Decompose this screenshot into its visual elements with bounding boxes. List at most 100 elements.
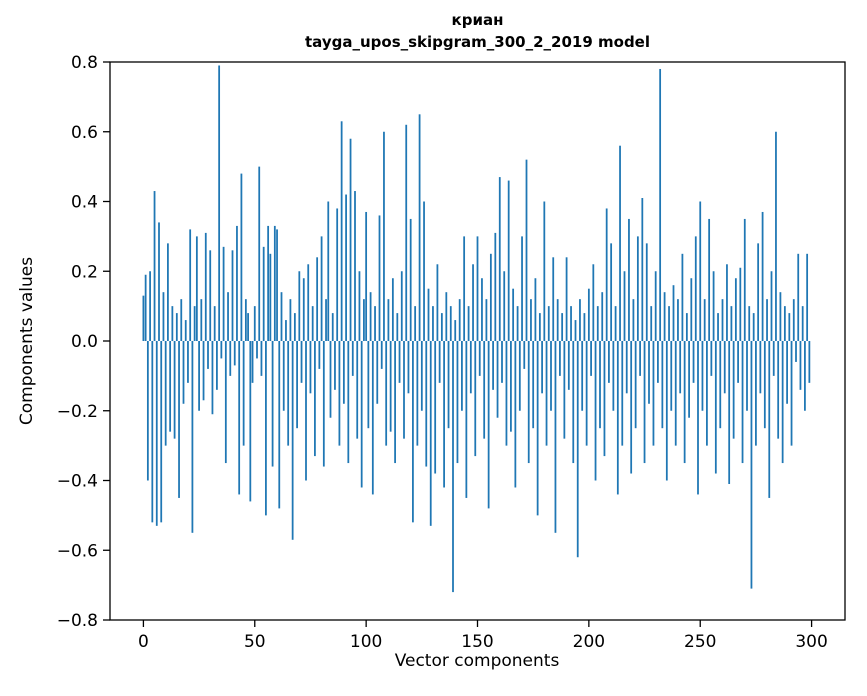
bar bbox=[481, 278, 483, 341]
bar bbox=[690, 278, 693, 341]
bar bbox=[360, 341, 363, 488]
bar bbox=[267, 225, 270, 341]
bar bbox=[461, 341, 463, 411]
bar bbox=[327, 201, 330, 341]
bar bbox=[576, 341, 579, 558]
y-tick-label: 0.4 bbox=[71, 193, 98, 213]
bar bbox=[204, 232, 207, 341]
bar bbox=[632, 299, 635, 341]
bar bbox=[300, 341, 303, 383]
bar bbox=[280, 292, 283, 341]
bar bbox=[211, 341, 214, 415]
y-tick-label: 0.0 bbox=[71, 332, 98, 352]
bar bbox=[242, 341, 245, 446]
bar bbox=[581, 341, 584, 411]
bar bbox=[151, 341, 154, 523]
bar bbox=[783, 306, 786, 342]
bar bbox=[688, 341, 690, 418]
bar bbox=[182, 341, 185, 404]
bar bbox=[409, 218, 412, 341]
bar bbox=[351, 341, 354, 376]
bar bbox=[518, 341, 521, 411]
bar bbox=[383, 131, 385, 341]
bar bbox=[394, 341, 396, 464]
bar bbox=[719, 341, 722, 429]
bar bbox=[750, 341, 753, 589]
bar bbox=[198, 341, 200, 411]
bar bbox=[423, 201, 425, 341]
bar bbox=[289, 299, 292, 341]
bar bbox=[514, 341, 517, 488]
bar bbox=[561, 313, 564, 341]
bar bbox=[325, 299, 327, 341]
bar bbox=[298, 271, 301, 341]
bar bbox=[797, 253, 800, 341]
bar bbox=[236, 225, 238, 341]
bar bbox=[396, 313, 399, 341]
bar bbox=[694, 236, 697, 342]
bar bbox=[309, 341, 312, 394]
bar bbox=[146, 341, 149, 481]
bar bbox=[761, 211, 764, 341]
bar bbox=[338, 341, 341, 446]
bar bbox=[681, 253, 684, 341]
bar bbox=[258, 166, 261, 342]
y-tick-label: 0.2 bbox=[71, 262, 98, 282]
bar bbox=[443, 341, 445, 488]
bar bbox=[775, 131, 777, 341]
bar bbox=[799, 341, 802, 390]
bar bbox=[699, 201, 702, 341]
bar bbox=[458, 299, 461, 341]
bar bbox=[734, 278, 737, 341]
bar bbox=[222, 246, 225, 341]
bar bbox=[538, 313, 541, 341]
bar bbox=[603, 341, 606, 457]
bar bbox=[469, 341, 472, 394]
bar bbox=[498, 177, 501, 341]
bar bbox=[142, 295, 145, 341]
bar bbox=[367, 341, 370, 429]
bar bbox=[438, 341, 441, 383]
bar bbox=[726, 264, 728, 341]
bar bbox=[625, 341, 628, 394]
bar bbox=[400, 271, 403, 341]
bar bbox=[265, 341, 267, 516]
bar bbox=[436, 264, 439, 341]
bar bbox=[213, 306, 216, 342]
bar bbox=[710, 341, 713, 376]
bar bbox=[621, 341, 624, 446]
bar bbox=[661, 341, 664, 429]
bar bbox=[476, 236, 479, 342]
bar bbox=[732, 341, 735, 439]
bar bbox=[425, 341, 428, 467]
bar bbox=[149, 271, 151, 341]
x-tick-label: 250 bbox=[684, 632, 716, 652]
x-tick-label: 100 bbox=[350, 632, 382, 652]
bar bbox=[189, 229, 192, 341]
bar bbox=[209, 250, 212, 341]
bar bbox=[371, 341, 374, 495]
bar bbox=[173, 341, 176, 439]
bar bbox=[743, 218, 746, 341]
bar bbox=[645, 243, 648, 341]
bar bbox=[701, 341, 704, 411]
bar bbox=[543, 201, 546, 341]
bar bbox=[420, 341, 423, 411]
bar bbox=[389, 341, 392, 432]
bar bbox=[287, 341, 290, 446]
bar bbox=[269, 253, 272, 341]
bar bbox=[220, 341, 223, 359]
bar bbox=[608, 341, 610, 383]
bar bbox=[291, 341, 294, 540]
bar bbox=[766, 299, 768, 341]
bar bbox=[525, 159, 528, 341]
bar bbox=[792, 299, 795, 341]
bar bbox=[730, 306, 733, 342]
bar bbox=[728, 341, 731, 484]
bar bbox=[545, 341, 548, 446]
bar bbox=[650, 306, 653, 342]
bar bbox=[302, 278, 305, 341]
bar bbox=[712, 271, 715, 341]
bar bbox=[612, 341, 615, 411]
